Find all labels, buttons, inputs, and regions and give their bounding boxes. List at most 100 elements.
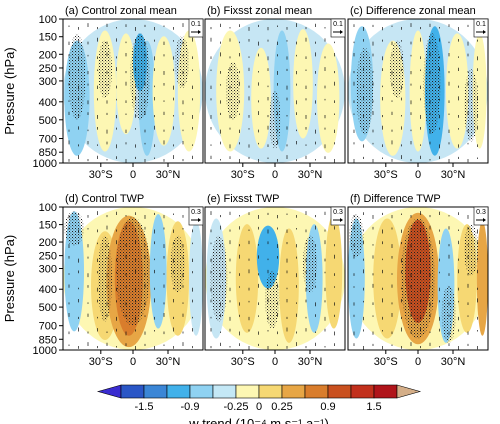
contour-region <box>235 224 259 333</box>
x-tick-label: 30°S <box>374 356 398 368</box>
x-tick-label: 30°S <box>231 169 255 181</box>
x-tick-label: 0 <box>272 356 278 368</box>
panel-title: (f) Difference TWP <box>350 193 441 205</box>
colorbar-swatch <box>143 384 168 399</box>
significance-stipple <box>303 235 317 293</box>
y-tick-label: 100 <box>39 202 57 214</box>
y-tick-label: 400 <box>39 97 57 109</box>
contour-region <box>293 29 313 139</box>
panel-5: (e) Fixsst TWP 0.3 30°S 0 30°N <box>204 193 346 368</box>
panel-title: (d) Control TWP <box>65 193 144 205</box>
y-tick-label: 300 <box>39 263 57 275</box>
x-tick-label: 30°N <box>298 169 323 181</box>
contour-region <box>279 228 299 343</box>
significance-stipple <box>464 69 479 142</box>
reference-vector: 0.1 <box>188 18 204 38</box>
contour-region <box>251 47 271 149</box>
reference-vector-label: 0.3 <box>476 209 486 216</box>
significance-stipple <box>98 40 112 99</box>
x-tick-label: 30°N <box>156 169 181 181</box>
colorbar-swatch <box>350 384 375 399</box>
y-axis-label: Pressure (hPa) <box>2 47 17 134</box>
field <box>205 207 345 350</box>
significance-stipple <box>423 33 441 135</box>
colorbar-swatch <box>396 384 422 399</box>
reference-vector: 0.1 <box>473 18 489 38</box>
colorbar-tick-label: 0.25 <box>271 401 292 413</box>
y-tick-label: 150 <box>39 220 57 232</box>
y-tick-label: 300 <box>39 76 57 88</box>
x-tick-label: 30°S <box>374 169 398 181</box>
x-tick-label: 0 <box>130 356 136 368</box>
panel-title: (e) Fixsst TWP <box>207 193 280 205</box>
significance-stipple <box>401 218 435 339</box>
reference-vector-label: 0.3 <box>333 209 343 216</box>
colorbar-title: w trend (10⁻⁴ m s⁻¹ a⁻¹) <box>188 416 329 424</box>
significance-stipple <box>441 285 456 343</box>
x-tick-label: 0 <box>415 356 421 368</box>
colorbar-swatch <box>304 384 329 399</box>
contour-region <box>149 214 167 329</box>
significance-stipple <box>226 62 240 120</box>
x-tick-label: 30°N <box>441 356 466 368</box>
colorbar-swatch <box>327 384 352 399</box>
significance-stipple <box>269 91 281 149</box>
y-tick-label: 500 <box>39 302 57 314</box>
reference-vector-label: 0.1 <box>333 21 343 28</box>
significance-stipple <box>68 33 86 120</box>
y-tick-label: 850 <box>39 334 57 346</box>
significance-stipple <box>175 36 189 89</box>
colorbar-tick-label: 0 <box>256 401 262 413</box>
reference-vector-label: 0.1 <box>476 21 486 28</box>
x-tick-label: 30°N <box>441 169 466 181</box>
y-tick-label: 250 <box>39 63 57 75</box>
reference-vector: 0.3 <box>330 206 346 226</box>
x-tick-label: 30°N <box>156 356 181 368</box>
y-tick-label: 1000 <box>33 158 57 170</box>
panels: (a) Control zonal mean 0.1 30°S 0 30°N 100 150… <box>2 5 489 368</box>
contour-region <box>446 33 469 149</box>
field <box>348 19 488 163</box>
colorbar-swatch <box>281 384 306 399</box>
x-tick-label: 30°S <box>231 356 255 368</box>
panel-title: (a) Control zonal mean <box>65 5 177 17</box>
x-tick-label: 0 <box>272 169 278 181</box>
y-tick-label: 200 <box>39 237 57 249</box>
significance-stipple <box>116 217 150 326</box>
colorbar-swatch <box>373 384 398 399</box>
colorbar-tick-label: -1.5 <box>135 401 154 413</box>
colorbar-swatch <box>166 384 191 399</box>
reference-vector-label: 0.3 <box>191 209 201 216</box>
y-tick-label: 100 <box>39 14 57 26</box>
y-tick-label: 500 <box>39 115 57 127</box>
colorbar-swatch <box>189 384 214 399</box>
x-tick-label: 30°S <box>89 169 113 181</box>
x-tick-label: 0 <box>415 169 421 181</box>
significance-stipple <box>130 33 150 120</box>
colorbar-tick-label: 0.9 <box>320 401 335 413</box>
panel-title: (c) Difference zonal mean <box>350 5 476 17</box>
field <box>63 19 203 163</box>
reference-vector: 0.3 <box>188 206 204 226</box>
colorbar-swatch <box>212 384 237 399</box>
x-tick-label: 0 <box>130 169 136 181</box>
y-axis-label: Pressure (hPa) <box>2 235 17 322</box>
significance-stipple <box>98 235 112 322</box>
reference-vector: 0.1 <box>330 18 346 38</box>
reference-vector-label: 0.1 <box>191 21 201 28</box>
contour-region <box>325 214 343 329</box>
significance-stipple <box>265 271 280 329</box>
contour-region <box>189 221 203 336</box>
significance-stipple <box>349 214 364 258</box>
reference-vector: 0.3 <box>473 206 489 226</box>
contour-region <box>152 36 175 146</box>
y-tick-label: 400 <box>39 284 57 296</box>
y-tick-label: 700 <box>39 321 57 333</box>
field <box>205 19 345 163</box>
contour-region <box>317 43 340 153</box>
contour-region <box>409 30 427 152</box>
significance-stipple <box>170 235 185 293</box>
y-tick-label: 850 <box>39 147 57 159</box>
